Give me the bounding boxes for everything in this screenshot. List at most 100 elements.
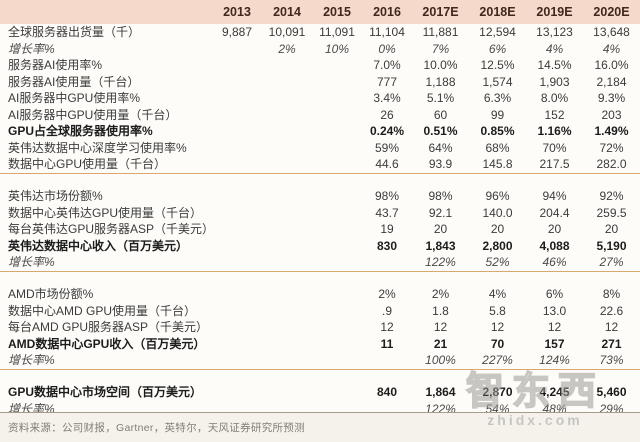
cell-value: 145.8 bbox=[469, 156, 526, 174]
cell-value: 1,843 bbox=[425, 238, 456, 253]
cell-value: 11,091 bbox=[319, 25, 355, 39]
cell-value bbox=[312, 254, 362, 272]
cell-value bbox=[262, 384, 312, 401]
row-label: GPU数据中心市场空间（百万美元） bbox=[8, 385, 203, 399]
cell-value: 43.7 bbox=[375, 205, 399, 220]
table-row: 英伟达数据中心深度学习使用率% 59% 64% 68% 70% 72% bbox=[0, 140, 640, 157]
table-row: GPU占全球服务器使用率% 0.24% 0.51% 0.85% 1.16% 1.49% bbox=[0, 123, 640, 140]
cell-value: 1,574 bbox=[482, 74, 513, 89]
cell-value bbox=[312, 286, 362, 303]
table-row: 增长率% 122% 52% 46% 27% bbox=[0, 254, 640, 272]
cell-value: 227% bbox=[469, 352, 526, 370]
table-row: 服务器AI使用率% 7.0% 10.0% 12.5% 14.5% 16.0% bbox=[0, 57, 640, 74]
cell-value: 16.0% bbox=[594, 58, 629, 72]
row-label: 增长率% bbox=[0, 352, 212, 370]
cell-value bbox=[212, 336, 262, 353]
cell-value bbox=[212, 41, 262, 58]
cell-value: 8% bbox=[602, 287, 621, 301]
cell-value: 52% bbox=[469, 254, 526, 272]
cell-value: 100% bbox=[412, 352, 469, 370]
cell-value bbox=[362, 352, 412, 370]
table-row: 全球服务器出货量（千） 9,887 10,091 11,091 11,104 11,881… bbox=[0, 24, 640, 41]
cell-value: 70 bbox=[490, 336, 505, 351]
cell-value: 5.8 bbox=[489, 303, 506, 318]
cell-value bbox=[262, 238, 312, 255]
cell-value bbox=[212, 254, 262, 272]
cell-value: 5.1% bbox=[426, 91, 455, 105]
cell-value bbox=[212, 156, 262, 174]
cell-value bbox=[262, 303, 312, 320]
cell-value: 11,104 bbox=[369, 25, 405, 39]
row-label: 增长率% bbox=[0, 254, 212, 272]
cell-value: 20 bbox=[433, 222, 448, 236]
cell-value: 64% bbox=[428, 140, 453, 155]
cell-value: 20 bbox=[547, 222, 562, 236]
row-label: AMD数据中心GPU收入（百万美元） bbox=[8, 336, 206, 351]
cell-value: 70% bbox=[542, 140, 567, 155]
cell-value: 21 bbox=[433, 336, 448, 351]
cell-value bbox=[262, 188, 312, 205]
cell-value bbox=[312, 140, 362, 157]
cell-value: 840 bbox=[376, 385, 398, 399]
cell-value: 60 bbox=[433, 107, 448, 122]
cell-value bbox=[312, 384, 362, 401]
cell-value: 14.5% bbox=[537, 58, 572, 72]
row-label: 增长率% bbox=[8, 41, 55, 56]
cell-value bbox=[212, 74, 262, 91]
row-label: AMD市场份额% bbox=[8, 287, 94, 301]
cell-value: 72% bbox=[599, 140, 624, 155]
cell-value bbox=[262, 286, 312, 303]
cell-value: 2% bbox=[278, 41, 296, 56]
cell-value: 10% bbox=[324, 41, 350, 56]
cell-value: 9.3% bbox=[597, 91, 626, 105]
cell-value bbox=[212, 57, 262, 74]
cell-value bbox=[312, 74, 362, 91]
cell-value: 2,184 bbox=[596, 74, 627, 89]
table-row: 每台英伟达GPU服务器ASP（千美元） 19 20 20 20 20 bbox=[0, 221, 640, 238]
header-label-col bbox=[0, 0, 212, 24]
cell-value: 124% bbox=[526, 352, 583, 370]
table-row: AI服务器中GPU使用量（千台） 26 60 99 152 203 bbox=[0, 107, 640, 124]
cell-value: 1,188 bbox=[425, 74, 456, 89]
row-label: 每台英伟达GPU服务器ASP（千美元） bbox=[8, 222, 212, 236]
cell-value: 22.6 bbox=[599, 303, 624, 318]
cell-value: 4,245 bbox=[539, 385, 570, 399]
header-year-2018E: 2018E bbox=[469, 0, 526, 24]
cell-value: 203 bbox=[601, 107, 622, 122]
header-year-2017E: 2017E bbox=[412, 0, 469, 24]
cell-value: 98% bbox=[374, 189, 400, 203]
cell-value bbox=[312, 90, 362, 107]
cell-value: 12 bbox=[380, 320, 394, 334]
cell-value: 152 bbox=[544, 107, 565, 122]
header-year-2015: 2015 bbox=[312, 0, 362, 24]
header-year-2020E: 2020E bbox=[583, 0, 640, 24]
cell-value: 12,594 bbox=[479, 25, 516, 39]
cell-value bbox=[262, 140, 312, 157]
cell-value: 7.0% bbox=[373, 58, 401, 72]
cell-value: 204.4 bbox=[539, 205, 570, 220]
cell-value bbox=[312, 107, 362, 124]
cell-value: 13.0 bbox=[542, 303, 567, 318]
cell-value: 98% bbox=[428, 189, 453, 203]
cell-value: 9,887 bbox=[221, 25, 253, 39]
table-row: AMD数据中心GPU收入（百万美元） 11 21 70 157 271 bbox=[0, 336, 640, 353]
cell-value: 12.5% bbox=[480, 58, 515, 72]
cell-value: 2,870 bbox=[482, 385, 513, 399]
header-year-2014: 2014 bbox=[262, 0, 312, 24]
cell-value bbox=[262, 336, 312, 353]
cell-value: 20 bbox=[490, 222, 505, 236]
cell-value: 13,648 bbox=[593, 25, 630, 39]
cell-value bbox=[262, 254, 312, 272]
cell-value: 830 bbox=[376, 238, 398, 253]
cell-value bbox=[212, 205, 262, 222]
cell-value: 5,460 bbox=[596, 385, 627, 399]
cell-value: 259.5 bbox=[596, 205, 627, 220]
cell-value: 26 bbox=[380, 107, 394, 122]
row-label: 全球服务器出货量（千） bbox=[8, 25, 141, 39]
source-footer: 资料来源：公司财报，Gartner，英特尔，天风证券研究所预测 bbox=[0, 412, 640, 442]
cell-value: 20 bbox=[604, 222, 619, 236]
header-year-2016: 2016 bbox=[362, 0, 412, 24]
cell-value bbox=[312, 319, 362, 336]
cell-value: 92.1 bbox=[428, 205, 453, 220]
cell-value bbox=[312, 352, 362, 370]
